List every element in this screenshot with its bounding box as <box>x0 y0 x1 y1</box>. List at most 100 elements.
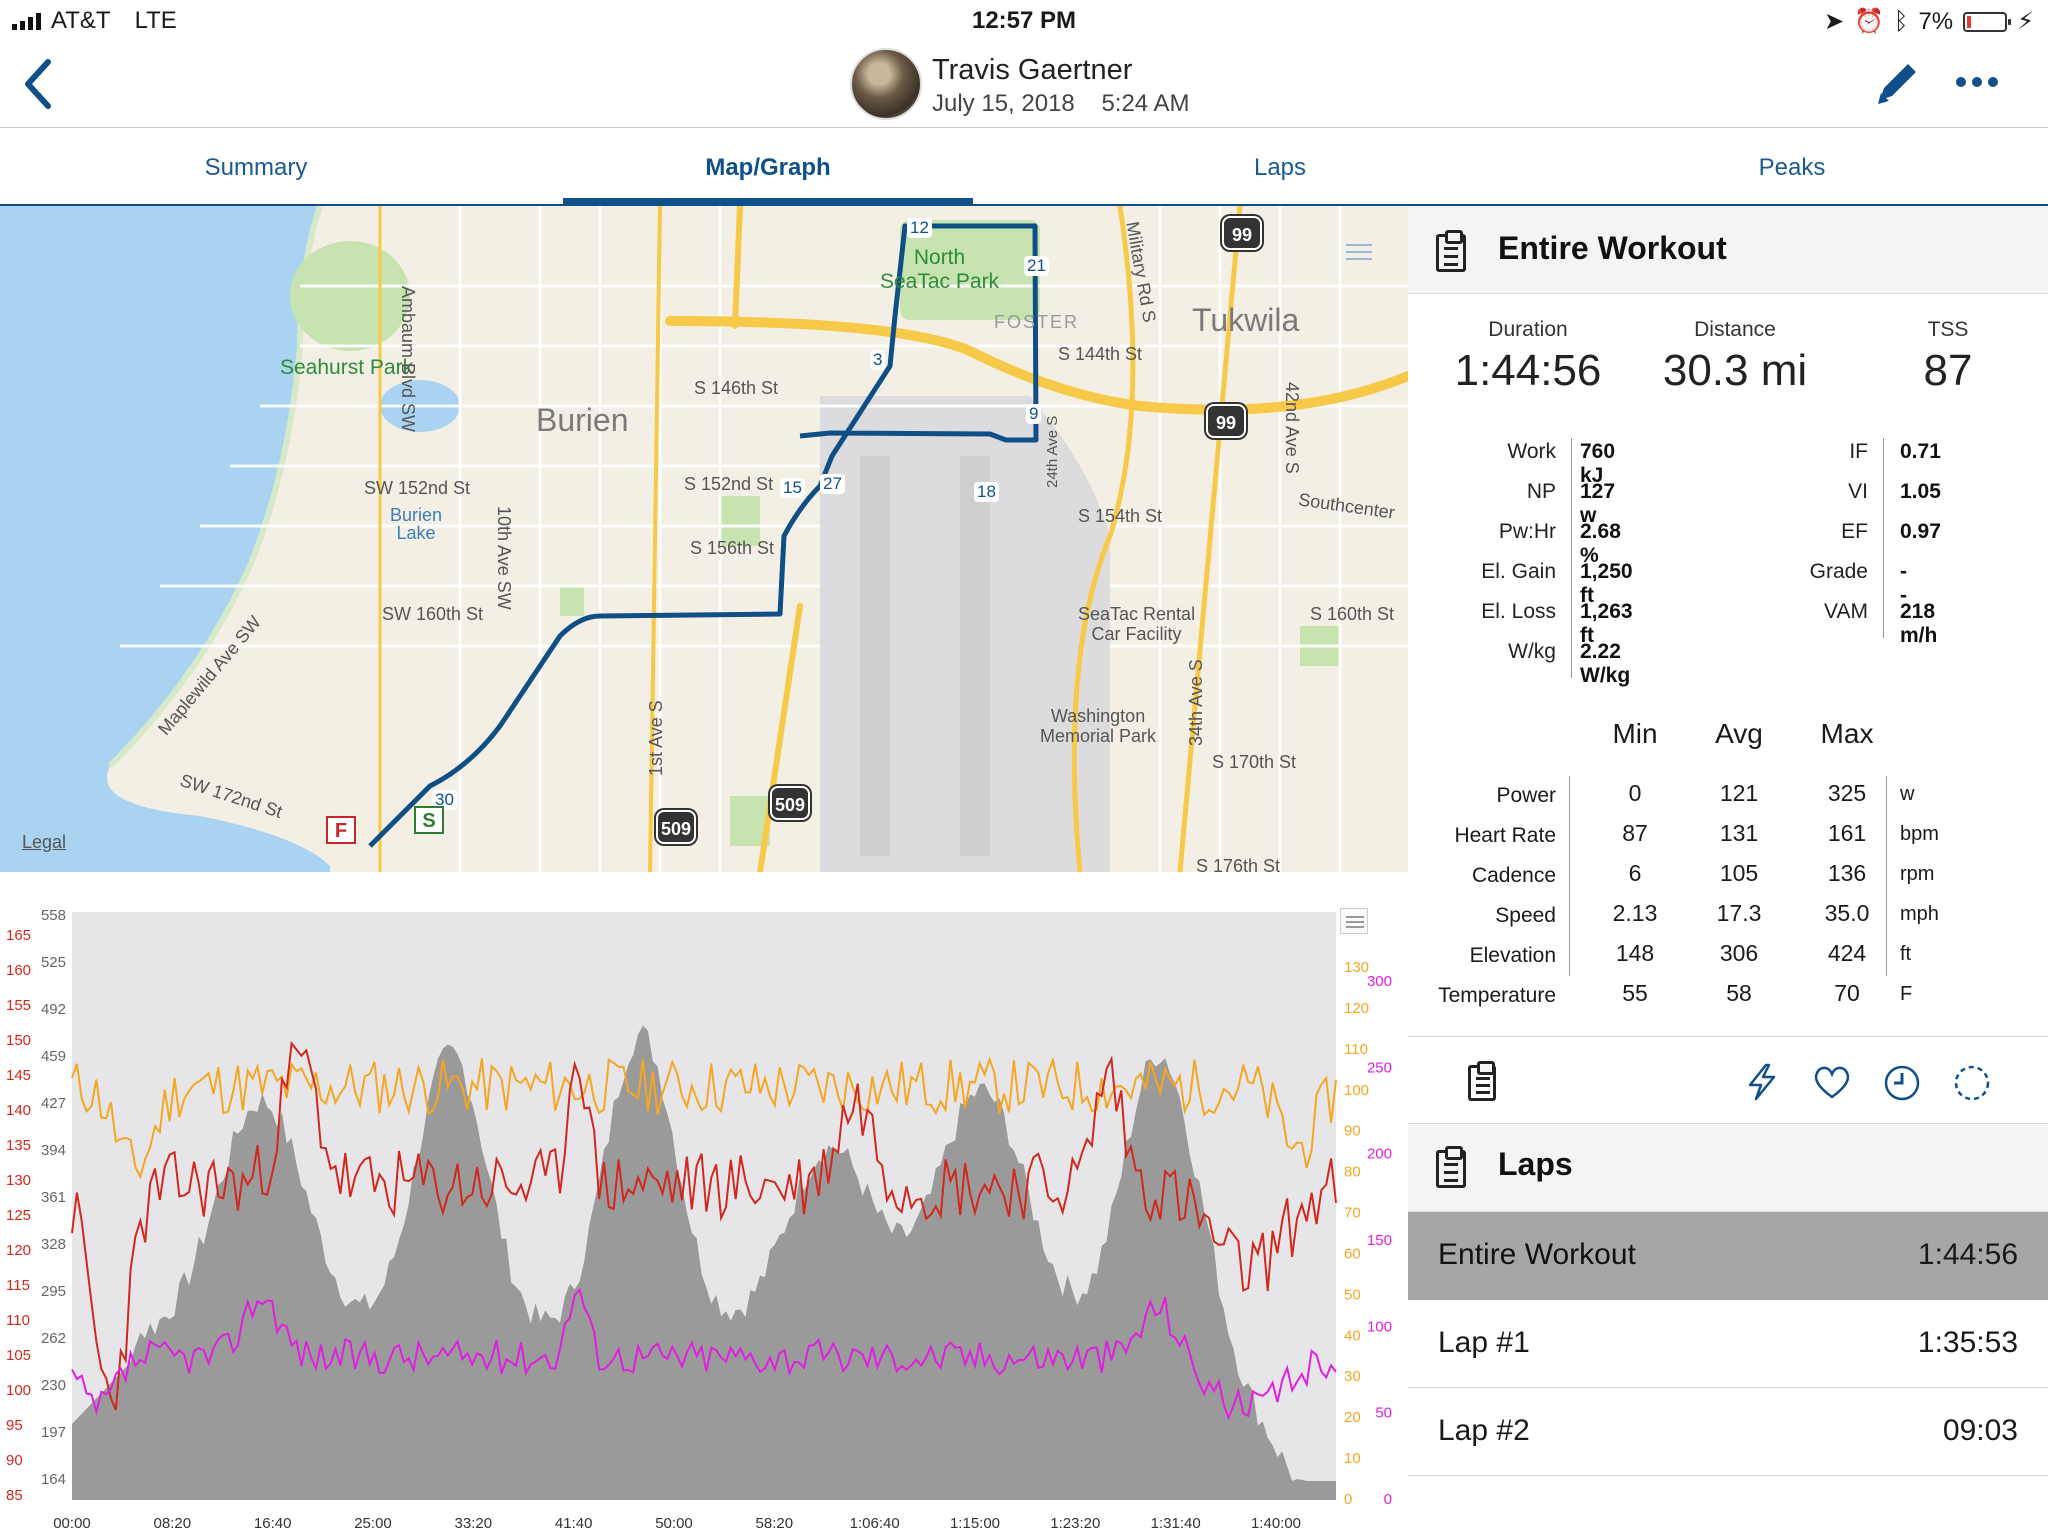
hr-tick-label: 160 <box>6 962 31 979</box>
highway-shield-icon: 509 <box>656 810 696 844</box>
lap-row[interactable]: Lap #1 1:35:53 <box>1408 1300 2048 1388</box>
highway-shield-icon: 509 <box>770 786 810 820</box>
tab-map-graph[interactable]: Map/Graph <box>512 128 1024 206</box>
highway-shield-icon: 99 <box>1206 404 1246 438</box>
unit-label: mph <box>1900 903 1939 925</box>
metric-value: 127 w <box>1580 480 1616 527</box>
time-tick-label: 58:20 <box>756 1515 794 1532</box>
route-map[interactable]: Seahurst Park Burien Tukwila North SeaTa… <box>0 206 1408 872</box>
route-marker: 21 <box>1024 256 1049 276</box>
avg-value: 121 <box>1719 780 1759 806</box>
tab-summary[interactable]: Summary <box>204 154 308 181</box>
lap-circle-icon[interactable] <box>1952 1063 1992 1103</box>
cadence-tick-label: 120 <box>1344 1000 1369 1017</box>
time-tick-label: 16:40 <box>254 1515 292 1532</box>
metric-label: El. Loss <box>1481 600 1556 623</box>
cadence-tick-label: 90 <box>1344 1123 1361 1140</box>
metric-value: -- <box>1900 560 1907 607</box>
tab-peaks[interactable]: Peaks <box>1758 154 1826 181</box>
hr-tick-label: 95 <box>6 1417 23 1434</box>
clock-icon[interactable] <box>1882 1063 1922 1103</box>
map-label-burien: Burien <box>536 402 629 438</box>
clipboard-icon <box>1436 1146 1466 1188</box>
graph-menu-icon[interactable] <box>1340 908 1368 934</box>
elevation-tick-label: 164 <box>41 1471 66 1488</box>
elevation-tick-label: 558 <box>41 907 66 924</box>
map-label-s-176th: S 176th St <box>1196 856 1281 872</box>
lap-row[interactable]: Lap #2 09:03 <box>1408 1388 2048 1476</box>
user-name: Travis Gaertner <box>932 54 1133 86</box>
signal-icon <box>12 12 41 30</box>
hr-tick-label: 110 <box>6 1312 30 1329</box>
metric-label: VAM <box>1824 600 1868 623</box>
map-menu-icon[interactable] <box>1346 242 1372 262</box>
stat-value: 87 <box>1923 346 1973 395</box>
edit-button[interactable] <box>1872 56 1924 108</box>
map-label-42nd-ave: 42nd Ave S <box>1282 382 1302 474</box>
back-button[interactable] <box>18 56 58 112</box>
metric-value: 2.22 W/kg <box>1580 640 1631 687</box>
more-options-button[interactable] <box>1952 64 2002 100</box>
cadence-tick-label: 70 <box>1344 1205 1361 1222</box>
power-bolt-icon[interactable] <box>1744 1063 1780 1101</box>
max-value: 35.0 <box>1824 900 1870 926</box>
tss-stat: TSS 87 <box>1888 318 2008 396</box>
min-value: 2.13 <box>1612 900 1658 926</box>
route-marker: 9 <box>1026 404 1042 424</box>
cadence-tick-label: 30 <box>1344 1368 1361 1385</box>
duration-stat: Duration 1:44:56 <box>1428 318 1628 396</box>
map-label-1st-ave: 1st Ave S <box>646 700 666 776</box>
hr-tick-label: 105 <box>6 1347 31 1364</box>
finish-flag-icon[interactable]: F <box>326 816 356 844</box>
max-value: 325 <box>1827 780 1867 806</box>
map-label-s-156th: S 156th St <box>690 538 775 558</box>
workout-graph[interactable]: 165 160 155 150 145 140 135 130 125 120 115 110 105 1… <box>0 872 1408 1536</box>
hr-tick-label: 165 <box>6 927 31 944</box>
elevation-tick-label: 230 <box>41 1377 66 1394</box>
unit-label: F <box>1900 983 1913 1005</box>
stat-value: 1:44:56 <box>1454 346 1602 395</box>
minmax-header: Min Avg Max <box>1408 718 2048 758</box>
minmax-row: Speed 2.13 17.3 35.0 mph <box>1408 900 2048 940</box>
chevron-left-icon <box>25 59 51 109</box>
cadence-tick-label: 40 <box>1344 1327 1361 1344</box>
heart-icon[interactable] <box>1812 1063 1852 1101</box>
clipboard-icon[interactable] <box>1468 1061 1496 1101</box>
map-label-34th-ave: 34th Ave S <box>1186 659 1206 746</box>
time-tick-label: 08:20 <box>154 1515 192 1532</box>
route-marker: 18 <box>974 482 999 502</box>
network-label: LTE <box>134 7 177 34</box>
metric-value: 2.68 % <box>1580 520 1621 567</box>
metric-label: EF <box>1841 520 1868 543</box>
tab-bar: Summary Map/Graph Laps Peaks <box>0 128 2048 206</box>
avatar[interactable] <box>850 48 922 120</box>
row-label: Speed <box>1495 904 1556 927</box>
power-tick-label: 250 <box>1367 1059 1392 1076</box>
map-label-washington-memorial-park: Washington Memorial Park <box>1040 706 1157 746</box>
max-value: 136 <box>1827 860 1867 886</box>
tab-laps[interactable]: Laps <box>1253 154 1307 181</box>
map-label-north-seatac-park: North SeaTac Park <box>880 246 1000 293</box>
distance-stat: Distance 30.3 mi <box>1630 318 1840 396</box>
min-value: 6 <box>1628 860 1642 886</box>
lap-row[interactable]: Entire Workout 1:44:56 <box>1408 1212 2048 1300</box>
map-label-s-154th: S 154th St <box>1078 506 1163 526</box>
divider <box>1883 438 1884 638</box>
power-tick-label: 50 <box>1375 1405 1392 1422</box>
time-tick-label: 1:06:40 <box>850 1515 900 1532</box>
hr-tick-label: 135 <box>6 1137 31 1154</box>
time-tick-label: 1:40:00 <box>1251 1515 1301 1532</box>
hr-tick-label: 115 <box>6 1277 30 1294</box>
hr-tick-label: 100 <box>6 1382 31 1399</box>
map-label-s-170th: S 170th St <box>1212 752 1297 772</box>
route-marker: 15 <box>780 478 805 498</box>
metric-value: 0.71 <box>1900 440 1941 463</box>
avg-value: 17.3 <box>1716 900 1762 926</box>
elevation-tick-label: 361 <box>41 1189 66 1206</box>
metric-label: W/kg <box>1508 640 1556 663</box>
unit-label: rpm <box>1900 863 1935 885</box>
start-flag-icon[interactable]: S <box>414 806 444 834</box>
divider <box>1886 776 1887 976</box>
map-legal-link[interactable]: Legal <box>22 832 67 852</box>
min-value: 55 <box>1622 980 1648 1006</box>
